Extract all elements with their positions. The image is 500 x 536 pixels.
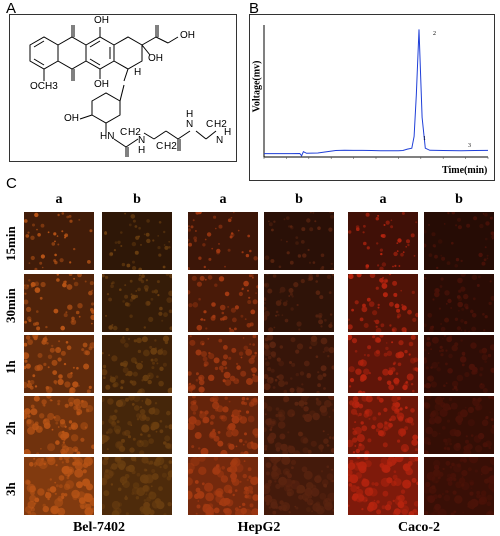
micrograph-image bbox=[264, 396, 334, 454]
h-label: H bbox=[224, 127, 232, 138]
panel-c-label: C bbox=[6, 175, 17, 192]
micrograph-image bbox=[348, 396, 418, 454]
panel-b-label: B bbox=[249, 0, 260, 17]
micrograph-image bbox=[348, 457, 418, 515]
n-label: N bbox=[138, 135, 146, 146]
micrograph-image bbox=[188, 396, 258, 454]
micrograph-image bbox=[264, 212, 334, 270]
oh-label: OH bbox=[180, 30, 195, 41]
micrograph-image bbox=[188, 335, 258, 393]
oh-label: OH bbox=[94, 79, 109, 90]
micrograph-image bbox=[188, 457, 258, 515]
h-label: H bbox=[134, 67, 142, 78]
oh-label: OH bbox=[148, 53, 163, 64]
micrograph-image bbox=[264, 457, 334, 515]
n-label: N bbox=[216, 135, 224, 146]
micrograph-image bbox=[24, 457, 94, 515]
row-label: 15min bbox=[3, 226, 18, 262]
chromatogram-box: Voltage(mv) Time(min) 1 2 3 bbox=[249, 14, 495, 181]
micrograph-image bbox=[424, 335, 494, 393]
oh-label: OH bbox=[94, 15, 109, 26]
chromatogram-line bbox=[264, 29, 489, 157]
micrograph-image bbox=[188, 274, 258, 332]
micrograph-image bbox=[264, 335, 334, 393]
micrograph-image bbox=[264, 274, 334, 332]
column-header: a bbox=[379, 192, 387, 207]
micrograph-image bbox=[188, 212, 258, 270]
micrograph-image bbox=[424, 396, 494, 454]
chemical-structure-drawing bbox=[29, 25, 217, 157]
peak-label: 3 bbox=[468, 143, 471, 149]
column-header: a bbox=[55, 192, 63, 207]
row-label: 1h bbox=[3, 360, 18, 374]
c-label: C bbox=[206, 119, 214, 130]
column-header: b bbox=[295, 192, 303, 207]
micrograph-image bbox=[24, 335, 94, 393]
micrograph-image bbox=[102, 212, 172, 270]
panel-a-label: A bbox=[6, 0, 17, 17]
micrograph-image bbox=[24, 396, 94, 454]
h2-label: H2 bbox=[128, 127, 141, 138]
micrograph-image bbox=[102, 274, 172, 332]
column-header: b bbox=[133, 192, 141, 207]
h2-label: H2 bbox=[164, 141, 177, 152]
peak-label: 1 bbox=[423, 136, 426, 142]
row-label: 3h bbox=[3, 482, 18, 496]
chart-axes bbox=[263, 25, 488, 158]
micrograph-image bbox=[424, 274, 494, 332]
group-label: HepG2 bbox=[237, 520, 281, 535]
micrograph-image bbox=[424, 457, 494, 515]
column-header: b bbox=[455, 192, 463, 207]
micrograph-image bbox=[348, 274, 418, 332]
micrograph-image bbox=[102, 457, 172, 515]
x-axis-label: Time(min) bbox=[442, 165, 488, 176]
micrograph-image bbox=[348, 335, 418, 393]
h-label: H bbox=[186, 109, 194, 120]
row-label: 30min bbox=[3, 288, 18, 324]
c-label: C bbox=[156, 141, 164, 152]
chromatogram-plot bbox=[263, 25, 489, 159]
micrograph-image bbox=[424, 212, 494, 270]
group-label: Caco-2 bbox=[398, 520, 440, 535]
micrograph-image bbox=[102, 396, 172, 454]
row-label: 2h bbox=[3, 421, 18, 435]
methoxy-label: OCH3 bbox=[30, 81, 58, 92]
structure-box: OH OH OH H OH OCH3 OH HN C H2 N H C H2 N… bbox=[9, 14, 237, 162]
n-label: N bbox=[186, 119, 194, 130]
column-header: a bbox=[219, 192, 227, 207]
oh-label: OH bbox=[64, 113, 79, 124]
micrograph-image bbox=[24, 212, 94, 270]
micrograph-image bbox=[102, 335, 172, 393]
group-label: Bel-7402 bbox=[72, 520, 126, 535]
peak-label: 2 bbox=[433, 31, 436, 37]
hn-label: HN bbox=[100, 131, 115, 142]
h-label: H bbox=[138, 145, 146, 156]
micrograph-image bbox=[24, 274, 94, 332]
h2-label: H2 bbox=[214, 119, 227, 130]
micrograph-image bbox=[348, 212, 418, 270]
c-label: C bbox=[120, 127, 128, 138]
